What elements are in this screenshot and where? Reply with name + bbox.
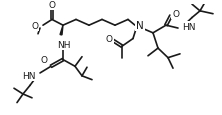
Text: N: N: [136, 21, 144, 31]
Text: NH: NH: [57, 40, 71, 49]
Text: HN: HN: [182, 22, 196, 31]
Polygon shape: [60, 26, 63, 36]
Text: O: O: [105, 35, 113, 44]
Text: O: O: [40, 56, 48, 65]
Text: HN: HN: [22, 72, 36, 81]
Text: O: O: [48, 1, 56, 10]
Text: O: O: [31, 22, 38, 30]
Text: O: O: [172, 10, 180, 19]
